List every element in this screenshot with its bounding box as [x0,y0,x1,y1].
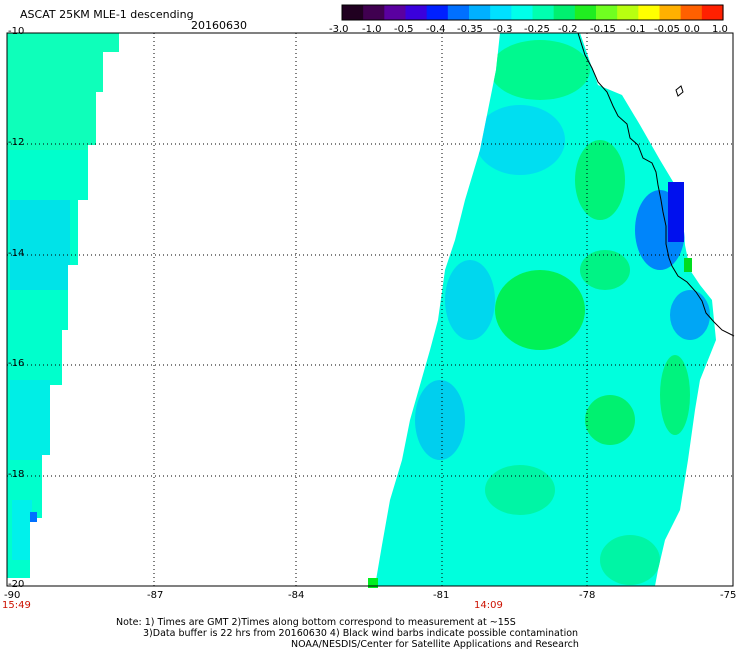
map-frame [6,32,734,587]
colorbar-tick: -0.1 [626,24,646,35]
lat-label: -20 [8,579,25,590]
colorbar-segment [342,5,364,20]
colorbar-segment [596,5,618,20]
colorbar-tick: -0.4 [426,24,446,35]
coastline [577,32,735,337]
colorbar-segment [553,5,576,20]
time-label-left: 15:49 [2,600,31,611]
lat-label: -18 [8,469,25,480]
map-date: 20160630 [191,19,247,32]
island-outline [675,85,684,97]
colorbar-segment [363,5,385,20]
colorbar-tick: -1.0 [362,24,382,35]
footer-note-1: Note: 1) Times are GMT 2)Times along bot… [116,617,516,628]
colorbar-frame [341,4,724,21]
colorbar-segment [490,5,512,20]
right-swath-corner-cell [368,578,378,588]
colorbar-tick: -0.2 [558,24,578,35]
left-swath-blue-cell [30,512,37,522]
right-swath [375,33,716,586]
lat-lon-grid [7,33,733,586]
footer-note-2: 3)Data buffer is 22 hrs from 20160630 4)… [143,628,579,639]
lon-label: -81 [433,590,450,601]
left-swath [7,33,119,578]
lon-label: -78 [579,590,596,601]
colorbar-segment [680,5,703,20]
lon-label: -84 [288,590,305,601]
colorbar-segment [384,5,407,20]
colorbar-tick: -0.3 [493,24,513,35]
right-swath-green-cell [684,258,692,272]
colorbar-segment [405,5,428,20]
lon-label: -90 [4,590,21,601]
colorbar-segment [638,5,661,20]
colorbar-segment [426,5,449,20]
right-swath-deep-blue [668,182,684,242]
lon-label: -87 [147,590,164,601]
colorbar-tick: 0.0 [684,24,700,35]
colorbar-segment [469,5,491,20]
lon-label: -75 [720,590,737,601]
colorbar-tick: -0.35 [457,24,483,35]
lat-label: -14 [8,248,25,259]
colorbar-segment [574,5,597,20]
map-title: ASCAT 25KM MLE-1 descending [20,8,194,21]
lat-label: -16 [8,358,25,369]
footer-credit: NOAA/NESDIS/Center for Satellite Applica… [291,639,579,650]
colorbar-segment [701,5,724,20]
colorbar-tick: 1.0 [712,24,728,35]
colorbar-tick: -0.05 [654,24,680,35]
time-label-right: 14:09 [474,600,503,611]
colorbar-tick: -0.15 [590,24,616,35]
colorbar-segment [511,5,534,20]
colorbar-segment [659,5,682,20]
colorbar-tick: -3.0 [329,24,349,35]
colorbar-segment [447,5,470,20]
colorbar-segment [617,5,639,20]
lat-label: -10 [8,26,25,37]
lat-label: -12 [8,137,25,148]
colorbar-tick: -0.25 [524,24,550,35]
colorbar-segment [532,5,555,20]
colorbar-tick: -0.5 [394,24,414,35]
colorbar [342,5,724,20]
